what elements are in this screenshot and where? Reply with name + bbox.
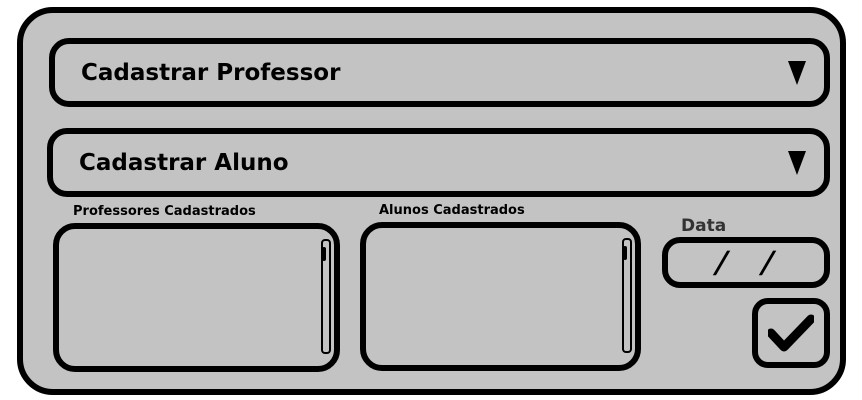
alunos-list[interactable] (360, 222, 641, 371)
scroll-thumb[interactable] (623, 246, 627, 260)
chevron-down-icon[interactable] (788, 150, 806, 175)
cadastrar-professor-dropdown[interactable]: Cadastrar Professor (49, 38, 830, 107)
professores-list[interactable] (53, 223, 340, 372)
confirm-button[interactable] (752, 298, 830, 368)
data-label: Data (681, 216, 727, 236)
scroll-thumb[interactable] (322, 247, 326, 261)
professores-scrollbar[interactable] (321, 239, 331, 354)
date-separator: / (711, 245, 732, 280)
alunos-scrollbar[interactable] (622, 238, 632, 353)
date-input[interactable]: / / (662, 237, 830, 288)
cadastrar-aluno-label: Cadastrar Aluno (79, 149, 289, 176)
alunos-cadastrados-label: Alunos Cadastrados (379, 203, 525, 218)
professores-cadastrados-label: Professores Cadastrados (73, 204, 256, 219)
cadastrar-professor-label: Cadastrar Professor (81, 59, 341, 86)
date-separator: / (757, 245, 778, 280)
cadastrar-aluno-dropdown[interactable]: Cadastrar Aluno (47, 128, 830, 197)
checkmark-icon (768, 314, 814, 352)
chevron-down-icon[interactable] (788, 60, 806, 85)
